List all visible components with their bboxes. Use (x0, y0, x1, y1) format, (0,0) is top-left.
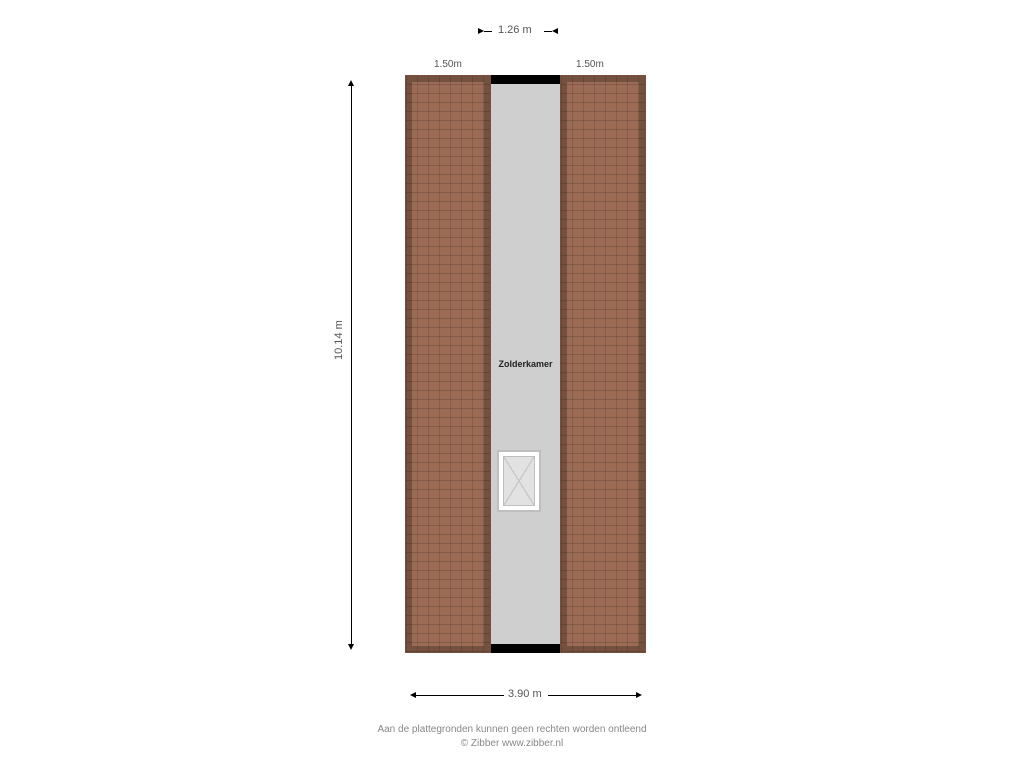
footer-line2: © Zibber www.zibber.nl (0, 737, 1024, 751)
footer: Aan de plattegronden kunnen geen rechten… (0, 723, 1024, 750)
dim-height-label: 10.14 m (333, 320, 345, 360)
footer-line1: Aan de plattegronden kunnen geen rechten… (0, 723, 1024, 737)
dim-line (548, 695, 636, 696)
roof-section-left (405, 75, 491, 653)
dim-bottom-label: 3.90 m (508, 688, 542, 700)
dim-roof-left-label: 1.50m (434, 59, 462, 70)
wall-bar-top (491, 75, 560, 84)
roof-section-right (560, 75, 646, 653)
dim-line (416, 695, 504, 696)
room-label: Zolderkamer (491, 359, 560, 369)
floorplan-plan: Zolderkamer (405, 75, 646, 653)
wall-bar-bottom (491, 644, 560, 653)
floor-feature-inner (503, 456, 535, 506)
dim-line (544, 31, 552, 32)
floor-feature (497, 450, 541, 512)
arrow-icon (552, 28, 558, 34)
arrow-icon (636, 692, 642, 698)
dim-line (484, 31, 492, 32)
dim-line (351, 86, 352, 644)
dim-top-center-label: 1.26 m (498, 24, 532, 36)
dim-roof-right-label: 1.50m (576, 59, 604, 70)
floorplan-container: 1.26 m 1.50m 1.50m 10.14 m Zolderkamer 3… (0, 0, 1024, 768)
arrow-icon (348, 644, 354, 650)
